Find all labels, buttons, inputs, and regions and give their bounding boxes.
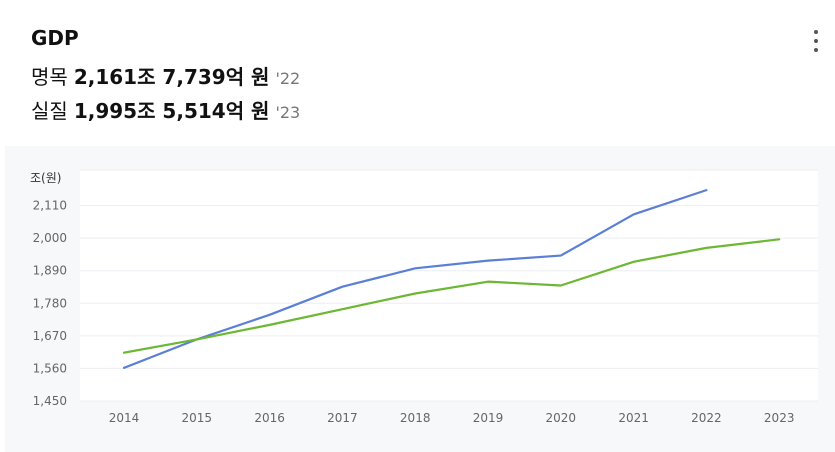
more-vertical-icon[interactable] (808, 30, 824, 52)
x-tick-label: 2020 (546, 411, 577, 425)
menu-dot (814, 30, 818, 34)
x-tick-label: 2016 (254, 411, 285, 425)
y-tick-label: 1,560 (33, 361, 67, 375)
real-value: 1,995조 5,514억 원 (73, 99, 270, 123)
card-title: GDP (31, 26, 79, 50)
nominal-year: '22 (275, 69, 301, 88)
real-gdp-row: 실질 1,995조 5,514억 원 '23 (31, 95, 300, 124)
x-tick-label: 2019 (473, 411, 504, 425)
nominal-value: 2,161조 7,739억 원 (73, 65, 270, 89)
x-tick-label: 2023 (764, 411, 795, 425)
x-tick-label: 2014 (109, 411, 140, 425)
menu-dot (814, 48, 818, 52)
real-label: 실질 (31, 99, 68, 123)
x-tick-label: 2022 (691, 411, 722, 425)
y-tick-label: 2,110 (33, 199, 67, 213)
plot-background (80, 170, 818, 401)
y-tick-label: 1,450 (33, 394, 67, 408)
y-axis-unit-label: 조(원) (30, 171, 61, 185)
real-year: '23 (275, 103, 301, 122)
nominal-gdp-row: 명목 2,161조 7,739억 원 '22 (31, 61, 300, 90)
series-line-1 (122, 189, 708, 369)
y-tick-label: 2,000 (33, 231, 67, 245)
x-tick-label: 2021 (618, 411, 649, 425)
y-tick-label: 1,890 (33, 264, 67, 278)
nominal-label: 명목 (31, 65, 68, 89)
x-tick-label: 2015 (182, 411, 213, 425)
menu-dot (814, 39, 818, 43)
y-tick-label: 1,670 (33, 329, 67, 343)
y-tick-label: 1,780 (33, 296, 67, 310)
x-tick-label: 2017 (327, 411, 358, 425)
series-line-2 (122, 238, 781, 354)
x-tick-label: 2018 (400, 411, 431, 425)
